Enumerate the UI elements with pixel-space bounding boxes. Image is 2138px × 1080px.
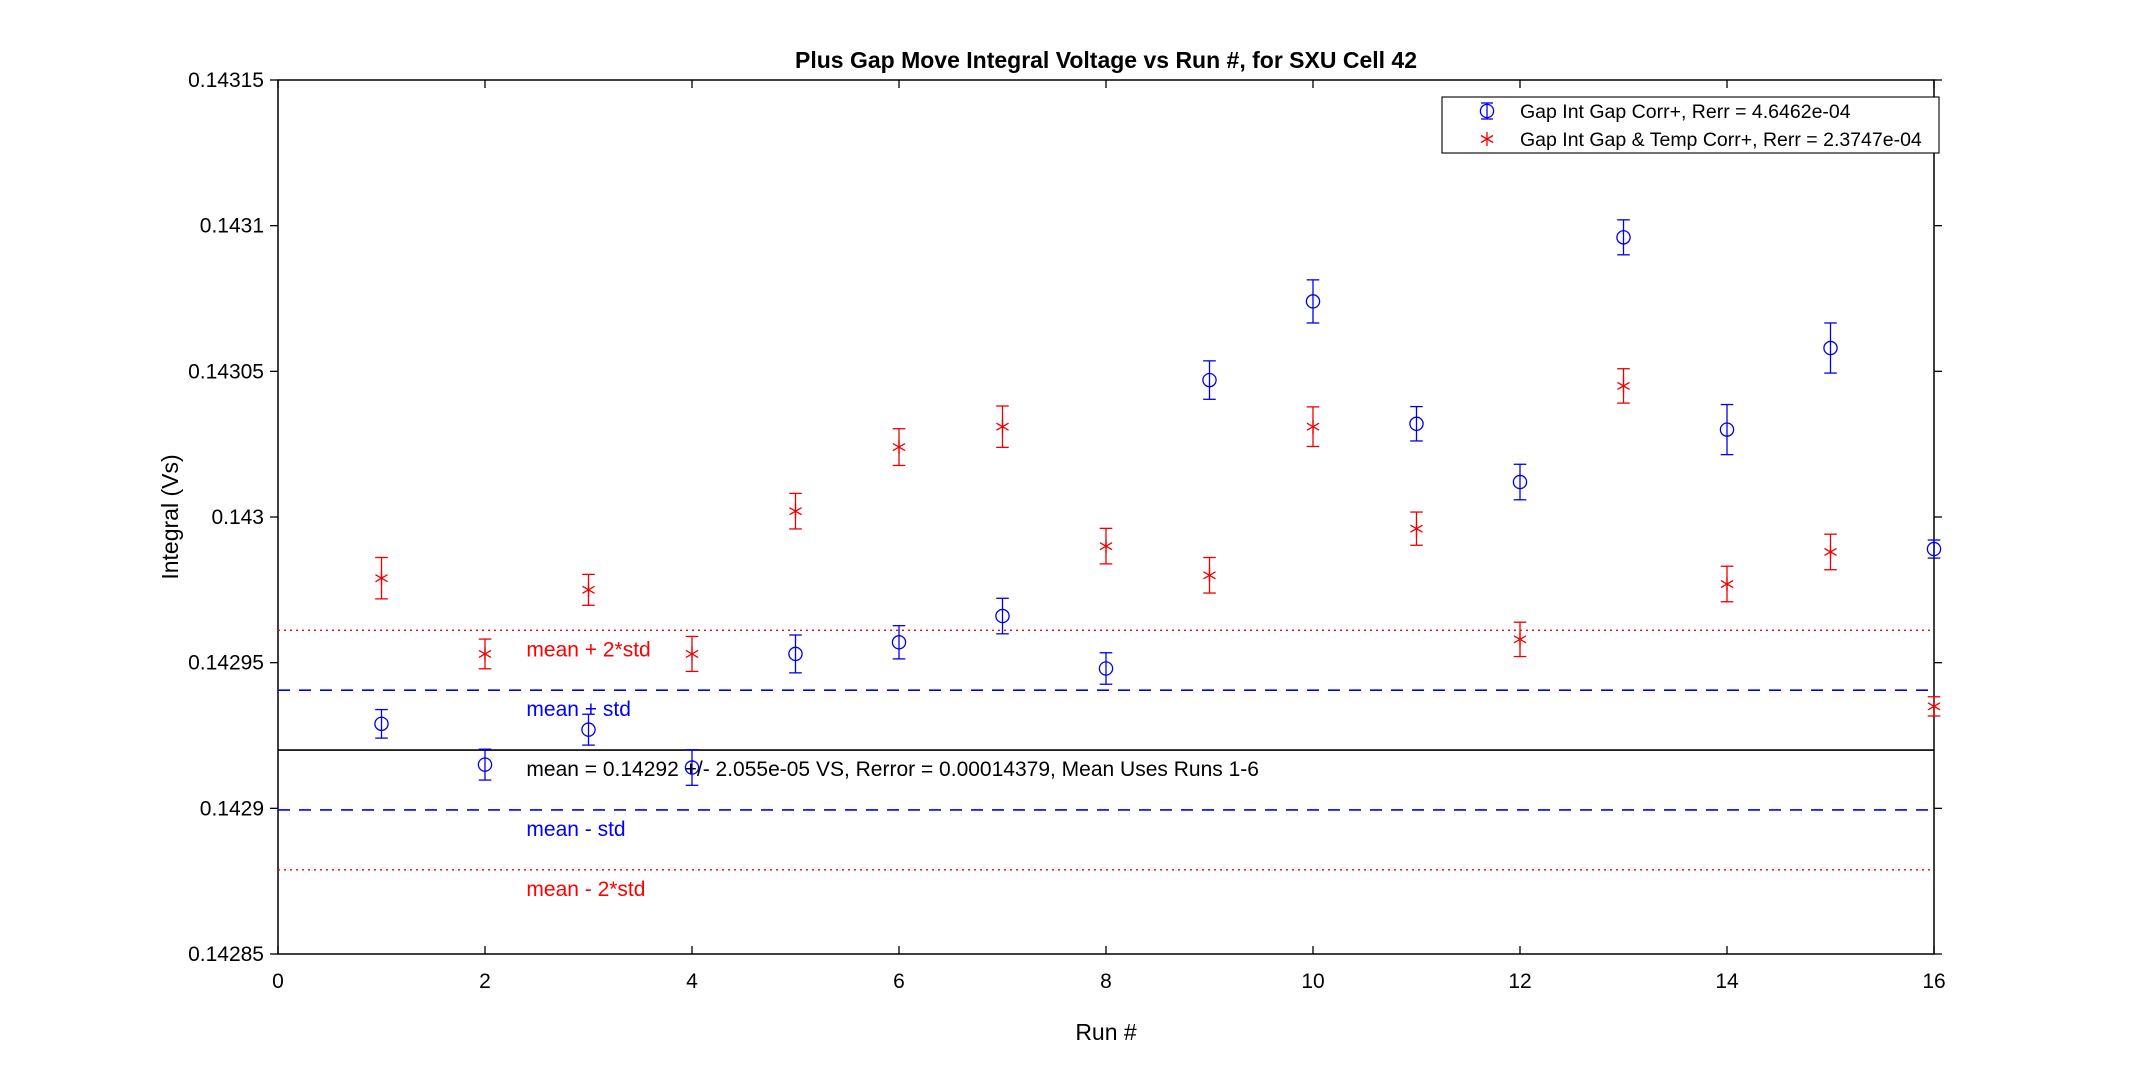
svg-text:8: 8 — [1100, 970, 1112, 993]
svg-text:12: 12 — [1508, 970, 1531, 993]
svg-text:Plus Gap Move Integral Voltage: Plus Gap Move Integral Voltage vs Run #,… — [795, 47, 1417, 73]
svg-text:0.1429: 0.1429 — [200, 797, 264, 820]
svg-text:0.1431: 0.1431 — [200, 215, 264, 238]
svg-text:mean - 2*std: mean - 2*std — [526, 878, 645, 901]
svg-text:0.14305: 0.14305 — [188, 360, 264, 383]
svg-text:Gap Int Gap & Temp Corr+, Rer: Gap Int Gap & Temp Corr+, Rerr = 2.3747e… — [1520, 129, 1922, 151]
svg-text:mean + std: mean + std — [526, 698, 630, 721]
svg-text:Run #: Run # — [1075, 1019, 1137, 1045]
svg-text:mean - std: mean - std — [526, 818, 625, 841]
svg-text:0.14295: 0.14295 — [188, 652, 264, 675]
svg-text:mean + 2*std: mean + 2*std — [526, 638, 650, 661]
svg-text:Gap Int Gap Corr+, Rerr = 4.64: Gap Int Gap Corr+, Rerr = 4.6462e-04 — [1520, 101, 1851, 123]
svg-text:Integral (Vs): Integral (Vs) — [157, 454, 183, 579]
svg-text:mean = 0.14292 +/- 2.055e-05 V: mean = 0.14292 +/- 2.055e-05 VS, Rerror … — [526, 758, 1259, 781]
svg-text:4: 4 — [686, 970, 698, 993]
svg-text:14: 14 — [1715, 970, 1739, 993]
svg-text:0: 0 — [272, 970, 284, 993]
svg-text:0.14285: 0.14285 — [188, 943, 264, 966]
svg-text:16: 16 — [1922, 970, 1945, 993]
svg-text:2: 2 — [479, 970, 491, 993]
svg-text:10: 10 — [1301, 970, 1324, 993]
svg-text:6: 6 — [893, 970, 905, 993]
svg-text:0.143: 0.143 — [211, 506, 264, 529]
svg-text:0.14315: 0.14315 — [188, 69, 264, 92]
